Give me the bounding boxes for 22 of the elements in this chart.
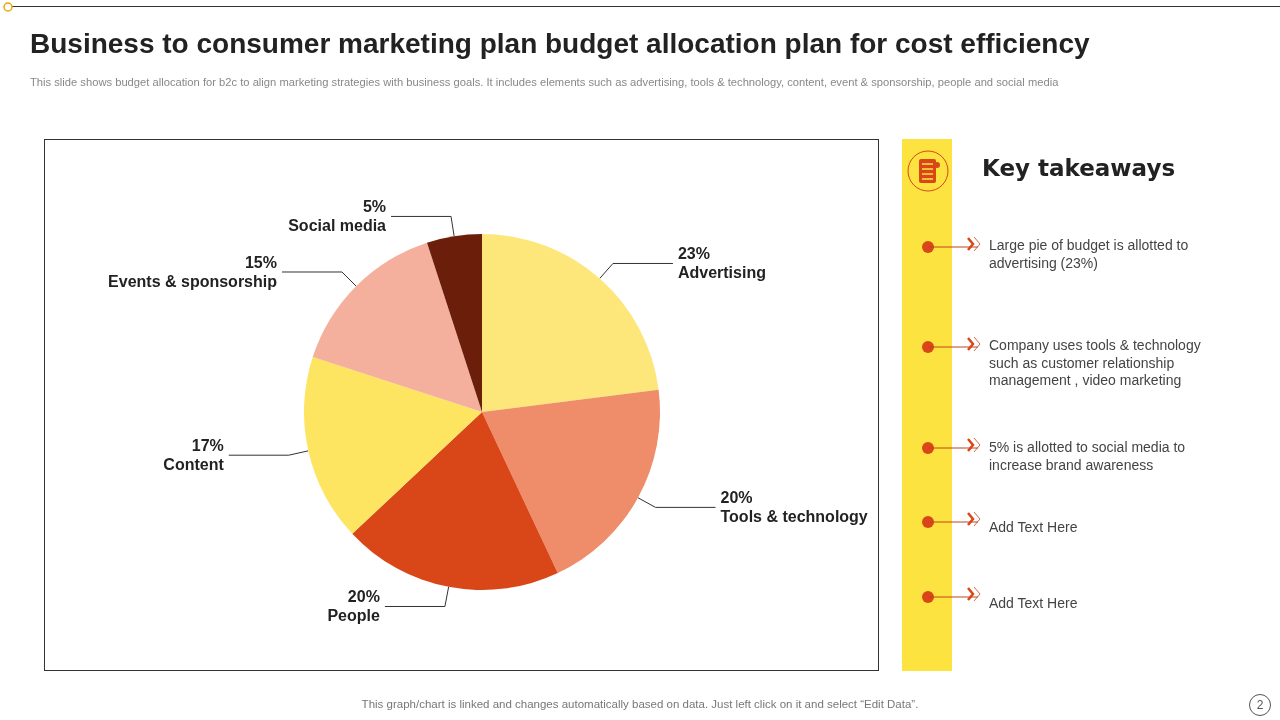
chart-title: Business to consumer marketing plan budget allocation plan for cost efficiency [30,28,1090,60]
text: Add Text Here [989,595,1079,613]
text: Key takeaways [982,155,1176,181]
text: Company uses tools & technology such as customer relationship management , video marketing [989,337,1202,390]
chart-subtitle: This slide shows budget allocation for b2c to align marketing strategies with business goals. It includes elements such as advertising, tools & technology, content, event & sponsorship, people and social media [30,76,1059,88]
text: Add Text Here [989,519,1079,537]
slice-label: Advertising [677,264,766,282]
text: This graph/chart is linked and changes automatically based on data. Just left click on it and select “Edit Data”. [361,698,919,710]
slice-label: Tools & technology [720,508,868,526]
data-label: 15% [244,253,277,271]
text: Large pie of budget is allotted to advertising (23%) [989,237,1190,272]
data-label: 20% [347,588,380,606]
slice-label: Social media [288,217,387,235]
text: 5% is allotted to social media to increase brand awareness [989,439,1187,474]
data-label: 23% [677,245,710,263]
slice-label: Content [163,456,225,474]
text: 2 [1249,694,1271,716]
data-label: 5% [362,198,387,216]
slice-label: Events & sponsorship [108,272,278,290]
data-label: 17% [191,437,224,455]
data-label: 20% [720,489,753,507]
slice-label: People [327,607,380,625]
